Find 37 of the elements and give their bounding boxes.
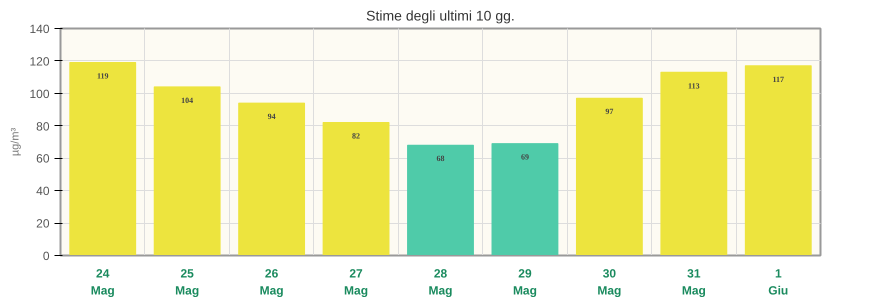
x-tick-label: 25 Mag: [175, 266, 200, 298]
x-tick-label: 29 Mag: [512, 266, 537, 298]
bar: [238, 102, 306, 256]
chart-title: Stime degli ultimi 10 gg.: [366, 8, 515, 24]
bar: [322, 122, 390, 256]
data-label: 113: [688, 81, 700, 90]
x-tick-label: 26 Mag: [260, 266, 284, 298]
x-tick-label: 1 Giu: [768, 266, 788, 298]
x-tick-label: 27 Mag: [344, 266, 368, 298]
y-tick-label: 100: [29, 86, 50, 101]
bar: [492, 143, 558, 256]
x-tick-label: 30 Mag: [597, 266, 622, 298]
data-label: 97: [605, 107, 614, 116]
bar: [154, 86, 221, 256]
bar: [660, 72, 728, 256]
x-tick-label: 24 Mag: [90, 266, 115, 298]
bar: [576, 98, 643, 256]
bar: [69, 62, 136, 256]
data-label: 68: [436, 154, 444, 164]
y-tick-label: 20: [36, 216, 50, 231]
y-tick-label: 60: [36, 152, 50, 166]
y-tick-label: 140: [29, 22, 50, 36]
y-tick-label: 0: [42, 249, 50, 263]
data-label: 82: [352, 132, 360, 141]
data-label: 119: [96, 72, 109, 81]
x-tick-label: 31 Mag: [682, 266, 706, 298]
data-label: 69: [520, 152, 529, 162]
bar: [744, 65, 812, 256]
y-axis-title: µg/m³: [9, 127, 22, 156]
data-label: 117: [772, 74, 784, 84]
x-tick-label: 28 Mag: [428, 266, 452, 298]
bar: [407, 144, 474, 256]
data-label: 104: [181, 96, 194, 105]
y-tick-label: 80: [36, 119, 50, 134]
y-tick-label: 120: [29, 54, 50, 68]
data-label: 94: [268, 112, 276, 122]
y-tick-label: 40: [36, 184, 50, 198]
